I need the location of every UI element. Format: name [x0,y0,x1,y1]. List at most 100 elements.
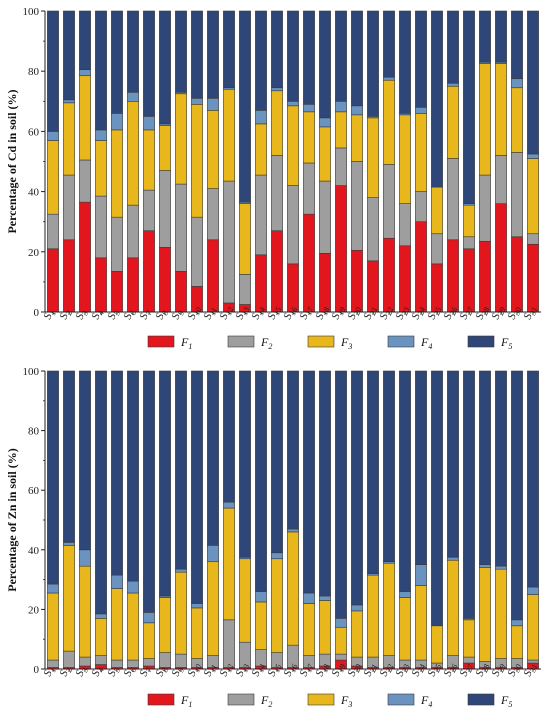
bar-F2-S21 [367,197,379,262]
bar-F2-S27 [463,656,475,664]
bar-F5-S23 [399,10,411,114]
x-tick-label: S5 [106,665,122,679]
bar-F5-S4 [95,370,107,615]
x-tick-label: S11 [202,305,220,322]
x-tick-label: S18 [314,661,332,678]
bar-F4-S3 [79,549,91,567]
bar-F3-S13 [239,558,251,643]
x-tick-label: S15 [266,661,284,678]
bar-F3-S23 [399,114,411,204]
bar-F5-S24 [415,10,427,108]
bar-F4-S7 [143,116,155,131]
bar-F3-S12 [223,507,235,621]
bar-F3-S15 [271,90,283,156]
legend-swatch-F4 [387,335,415,348]
bar-F2-S24 [415,191,427,223]
bar-F3-S16 [287,105,299,186]
bar-F3-S25 [431,625,443,664]
y-tick-label: 80 [28,426,40,438]
bar-F5-S29 [495,370,507,567]
bar-F3-S20 [351,114,363,162]
bar-F3-S3 [79,75,91,161]
x-tick-label: S29 [490,661,508,678]
x-tick-label: S4 [90,665,106,679]
bar-F3-S5 [111,129,123,218]
bar-F3-S27 [463,204,475,238]
bar-F3-S30 [511,625,523,659]
x-tick-label: S28 [474,304,492,321]
legend-label-F5: F5 [500,335,512,351]
bar-F4-S22 [383,76,395,81]
bar-F5-S30 [511,370,523,621]
bar-F5-S19 [335,370,347,619]
bar-F4-S23 [399,591,411,598]
bar-F5-S15 [271,370,283,554]
legend-label-F3: F3 [340,335,352,351]
bar-F3-S18 [319,600,331,655]
bar-F5-S16 [287,370,299,530]
bar-F1-S2 [63,239,75,313]
bar-F5-S3 [79,370,91,551]
x-tick-label: S3 [74,308,90,322]
bar-F3-S28 [479,63,491,176]
bar-F5-S1 [47,10,59,132]
bar-F2-S17 [303,162,315,215]
x-tick-label: S21 [362,304,380,321]
x-tick-label: S9 [170,308,186,322]
x-tick-label: S26 [442,304,460,321]
bar-F3-S17 [303,111,315,164]
bar-F2-S28 [479,174,491,242]
bar-F5-S14 [255,370,267,592]
y-tick-label: 100 [23,6,40,18]
bar-F3-S9 [175,93,187,185]
legend-swatch-F1 [147,693,175,706]
bar-F4-S7 [143,612,155,624]
bar-F2-S19 [335,653,347,661]
bar-F5-S27 [463,10,475,204]
bar-F5-S16 [287,10,299,102]
bar-F4-S11 [207,545,219,563]
bar-F4-S19 [335,618,347,628]
bar-F3-S24 [415,585,427,661]
bar-F5-S8 [159,370,171,597]
bar-F3-S31 [527,594,539,661]
bar-F3-S14 [255,123,267,176]
bar-F2-S1 [47,213,59,250]
bar-F1-S8 [159,246,171,313]
bar-F5-S20 [351,370,363,606]
bar-F4-S2 [63,99,75,104]
bar-F4-S31 [527,586,539,595]
x-tick-label: S2 [58,308,74,322]
bar-F5-S6 [127,370,139,582]
bar-F1-S30 [511,236,523,313]
bar-F2-S10 [191,216,203,287]
x-tick-label: S30 [506,304,524,321]
bar-F1-S1 [47,248,59,313]
bar-F3-S20 [351,610,363,658]
bar-F5-S10 [191,370,203,604]
bar-F3-S8 [159,125,171,171]
bar-F1-S24 [415,221,427,313]
bar-F3-S21 [367,574,379,658]
bar-F4-S16 [287,528,299,533]
bar-F2-S1 [47,659,59,668]
bar-F3-S30 [511,87,523,153]
bar-F2-S19 [335,147,347,186]
bar-F3-S2 [63,545,75,652]
bar-F4-S30 [511,619,523,627]
bar-F2-S16 [287,185,299,265]
bar-F3-S7 [143,129,155,191]
bar-F5-S7 [143,10,155,117]
legend-label-F2: F2 [260,335,272,351]
bar-F5-S4 [95,10,107,131]
x-tick-label: S8 [154,308,170,322]
y-tick-label: 40 [28,545,40,557]
bar-F2-S4 [95,655,107,665]
bar-F3-S19 [335,111,347,149]
bar-F2-S14 [255,174,267,256]
x-tick-label: S2 [58,665,74,679]
bar-F2-S2 [63,174,75,241]
bar-F4-S20 [351,604,363,612]
bar-F4-S17 [303,104,315,113]
